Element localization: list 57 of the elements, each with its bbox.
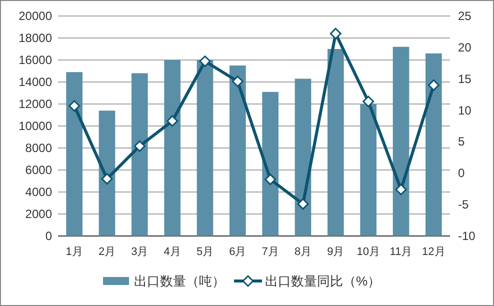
y-tick-label: 0	[45, 229, 52, 243]
y2-tick-label: 10	[458, 103, 472, 118]
y2-tick-label: 25	[458, 9, 472, 23]
point	[330, 28, 342, 40]
y-tick-label: 10000	[18, 119, 52, 133]
bar	[66, 72, 82, 236]
x-tick-label: 1月	[66, 246, 83, 258]
point	[166, 115, 178, 127]
y-tick-label: 16000	[18, 53, 52, 67]
x-tick-label: 8月	[294, 246, 312, 258]
x-tick-label: 5月	[196, 246, 214, 258]
point	[68, 100, 80, 112]
legend-label: 出口数量同比（%）	[265, 274, 381, 288]
bar	[262, 92, 278, 236]
y2-tick-label: 0	[458, 166, 465, 180]
bar	[164, 60, 180, 236]
bar	[230, 66, 246, 236]
point	[232, 76, 244, 88]
bar	[294, 78, 312, 236]
bar	[98, 110, 116, 236]
y-tick-label: 2000	[25, 207, 52, 221]
y-tick-label: 18000	[18, 31, 52, 45]
x-tick-label: 10月	[356, 246, 380, 258]
x-tick-label: 4月	[164, 246, 181, 258]
y2-tick-label: -5	[458, 198, 469, 212]
y2-tick-label: 20	[458, 40, 472, 54]
y2-tick-label: 15	[458, 72, 472, 86]
bar	[328, 49, 344, 236]
y2-tick-label: -10	[458, 229, 476, 243]
point	[134, 140, 146, 152]
point	[101, 173, 113, 185]
y-tick-label: 6000	[25, 163, 52, 177]
bar	[360, 104, 376, 236]
point	[297, 198, 309, 210]
y-tick-label: 14000	[18, 75, 52, 89]
x-tick-label: 2月	[98, 246, 116, 258]
bar	[426, 53, 442, 236]
point	[395, 184, 407, 196]
bar	[196, 60, 214, 236]
y-tick-label: 8000	[25, 141, 52, 155]
x-tick-label: 6月	[229, 246, 246, 258]
x-tick-label: 7月	[262, 246, 279, 258]
point	[428, 79, 440, 91]
x-tick-label: 3月	[131, 246, 148, 258]
legend-label: 出口数量（吨）	[134, 274, 225, 288]
y-tick-label: 20000	[18, 9, 52, 23]
bar	[392, 46, 410, 236]
y-tick-label: 12000	[18, 97, 52, 111]
y2-tick-label: 5	[458, 134, 465, 149]
y-tick-label: 4000	[25, 185, 52, 199]
point	[362, 96, 374, 108]
bar	[132, 73, 148, 236]
point	[199, 56, 211, 68]
point	[264, 174, 276, 186]
x-tick-label: 9月	[327, 246, 344, 258]
x-tick-label: 11月	[390, 246, 412, 258]
x-tick-label: 12月	[422, 246, 446, 258]
